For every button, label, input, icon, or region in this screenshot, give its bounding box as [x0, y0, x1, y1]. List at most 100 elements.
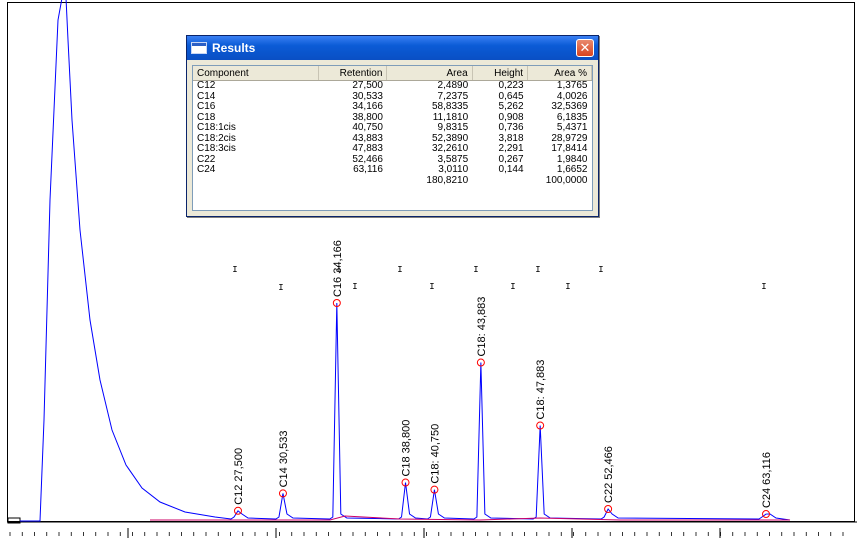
- peak-label: C18 38,800: [401, 420, 413, 477]
- table-cell: C14: [197, 90, 216, 102]
- peak-marker: [536, 421, 545, 430]
- column-header[interactable]: Component: [193, 66, 320, 81]
- table-cell: [193, 176, 319, 187]
- results-window[interactable]: Results ✕ Component Retention Area Height Ar…: [186, 35, 599, 217]
- table-row[interactable]: C24 63,116 3,0110 0,144 1,6652: [193, 164, 592, 176]
- table-cell: C18:2cis: [197, 132, 236, 144]
- table-row[interactable]: C18:3cis 47,883 32,2610 2,291 17,8414: [193, 143, 592, 155]
- table-cell: 7,2375: [437, 90, 469, 102]
- table-cell: 180,8210: [426, 174, 469, 186]
- table-row[interactable]: C18:1cis 40,750 9,8315 0,736 5,4371: [193, 122, 592, 134]
- close-icon: ✕: [579, 40, 591, 56]
- table-cell: 9,8315: [437, 122, 469, 133]
- table-cell: C22: [197, 153, 216, 165]
- table-cell: 17,8414: [551, 143, 588, 154]
- column-header[interactable]: Area: [386, 66, 473, 81]
- table-cell: 34,166: [352, 101, 383, 112]
- peak-label: C24 63,116: [761, 452, 773, 508]
- table-row[interactable]: C14 30,533 7,2375 0,645 4,0026: [193, 90, 592, 103]
- column-header[interactable]: Height: [472, 66, 529, 81]
- table-cell: 63,116: [353, 164, 383, 175]
- table-cell: 2,4890: [437, 80, 469, 91]
- table-cell: 27,500: [352, 80, 383, 91]
- integration-marker: I: [535, 265, 540, 275]
- table-cell: 1,6652: [556, 164, 588, 175]
- integration-marker: I: [429, 282, 434, 292]
- table-row[interactable]: C12 27,500 2,4890 0,223 1,3765: [193, 80, 592, 92]
- table-cell: 28,9729: [551, 132, 588, 144]
- results-table: Component Retention Area Height Area % C12 27…: [193, 66, 592, 186]
- table-cell: 3,0110: [438, 164, 469, 175]
- table-cell: 38,800: [352, 111, 383, 123]
- table-cell: C18: [197, 111, 216, 123]
- table-cell: 3,5875: [437, 153, 469, 165]
- trace-layer: [20, 0, 791, 522]
- table-cell: C18:1cis: [197, 122, 236, 133]
- peak-label: C14 30,533: [278, 431, 290, 488]
- table-cell: C24: [197, 164, 216, 175]
- integration-marker: I: [510, 282, 515, 292]
- peak-marker: [604, 504, 613, 513]
- table-cell: 0,267: [498, 153, 524, 165]
- peak-marker: [234, 506, 242, 515]
- peak-marker: [401, 478, 410, 487]
- window-icon: [191, 42, 207, 54]
- table-row[interactable]: C22 52,466 3,5875 0,267 1,9840: [193, 153, 592, 166]
- table-cell: 1,3765: [556, 80, 588, 91]
- table-cell: [472, 176, 527, 187]
- integration-marker: I: [336, 265, 341, 275]
- table-cell: 4,0026: [556, 90, 588, 102]
- peak-marker: [476, 358, 485, 367]
- totals-row[interactable]: 180,8210 100,0000: [193, 174, 592, 187]
- table-cell: 6,1835: [556, 111, 588, 123]
- table-cell: C12: [197, 80, 216, 91]
- table-cell: 32,5369: [551, 101, 588, 112]
- results-title: Results: [212, 41, 256, 55]
- table-cell: 58,8335: [431, 101, 469, 112]
- peak-label: C18: 43,883: [476, 297, 488, 357]
- table-cell: 40,750: [352, 122, 383, 133]
- table-cell: 3,818: [498, 132, 524, 144]
- table-row[interactable]: C18:2cis 43,883 52,3890 3,818 28,9729: [193, 132, 592, 145]
- plot-axes: [7, 2, 857, 538]
- table-cell: 5,262: [498, 101, 524, 112]
- table-cell: 100,0000: [545, 174, 588, 186]
- table-cell: 2,291: [498, 143, 524, 154]
- baseline-trace: [150, 515, 790, 521]
- results-titlebar[interactable]: Results ✕: [187, 36, 598, 60]
- peak-marker: [430, 485, 439, 494]
- close-button[interactable]: ✕: [576, 39, 594, 57]
- peak-marker: [278, 489, 287, 498]
- integration-marker: I: [278, 283, 283, 293]
- integration-marker: I: [232, 265, 237, 275]
- peak-label: C16 34,166: [332, 240, 344, 297]
- table-cell: 52,3890: [431, 132, 469, 144]
- peak-label: C12 27,500: [233, 448, 245, 505]
- table-cell: 0,223: [498, 80, 524, 91]
- peak-layer: C12 27,500 C14 30,533 C16 34,166 C18 38,800…: [233, 240, 773, 519]
- table-row[interactable]: C18 38,800 11,1810 0,908 6,1835: [193, 111, 592, 124]
- table-cell: 5,4371: [556, 122, 588, 133]
- table-cell: 30,533: [352, 90, 383, 102]
- table-cell: 11,1810: [432, 111, 469, 123]
- column-header[interactable]: Area %: [527, 66, 592, 81]
- table-cell: 0,645: [498, 90, 524, 102]
- peak-marker: [332, 299, 341, 307]
- table-cell: 32,2610: [431, 143, 469, 154]
- results-table-area: Component Retention Area Height Area % C12 27…: [192, 65, 593, 211]
- table-row[interactable]: C16 34,166 58,8335 5,262 32,5369: [193, 101, 592, 113]
- table-cell: 47,883: [352, 143, 383, 154]
- table-cell: [319, 176, 387, 187]
- table-cell: 1,9840: [556, 153, 588, 165]
- table-cell: 0,736: [498, 122, 524, 133]
- integration-marker: I: [565, 282, 570, 292]
- table-cell: 0,908: [498, 111, 524, 123]
- column-header[interactable]: Retention: [318, 66, 388, 81]
- peak-label: C18: 47,883: [535, 360, 547, 420]
- integration-marker: I: [352, 282, 357, 292]
- integration-marker: I: [761, 282, 766, 292]
- table-cell: C18:3cis: [197, 143, 236, 154]
- table-cell: C16: [197, 101, 216, 112]
- table-cell: 43,883: [352, 132, 383, 144]
